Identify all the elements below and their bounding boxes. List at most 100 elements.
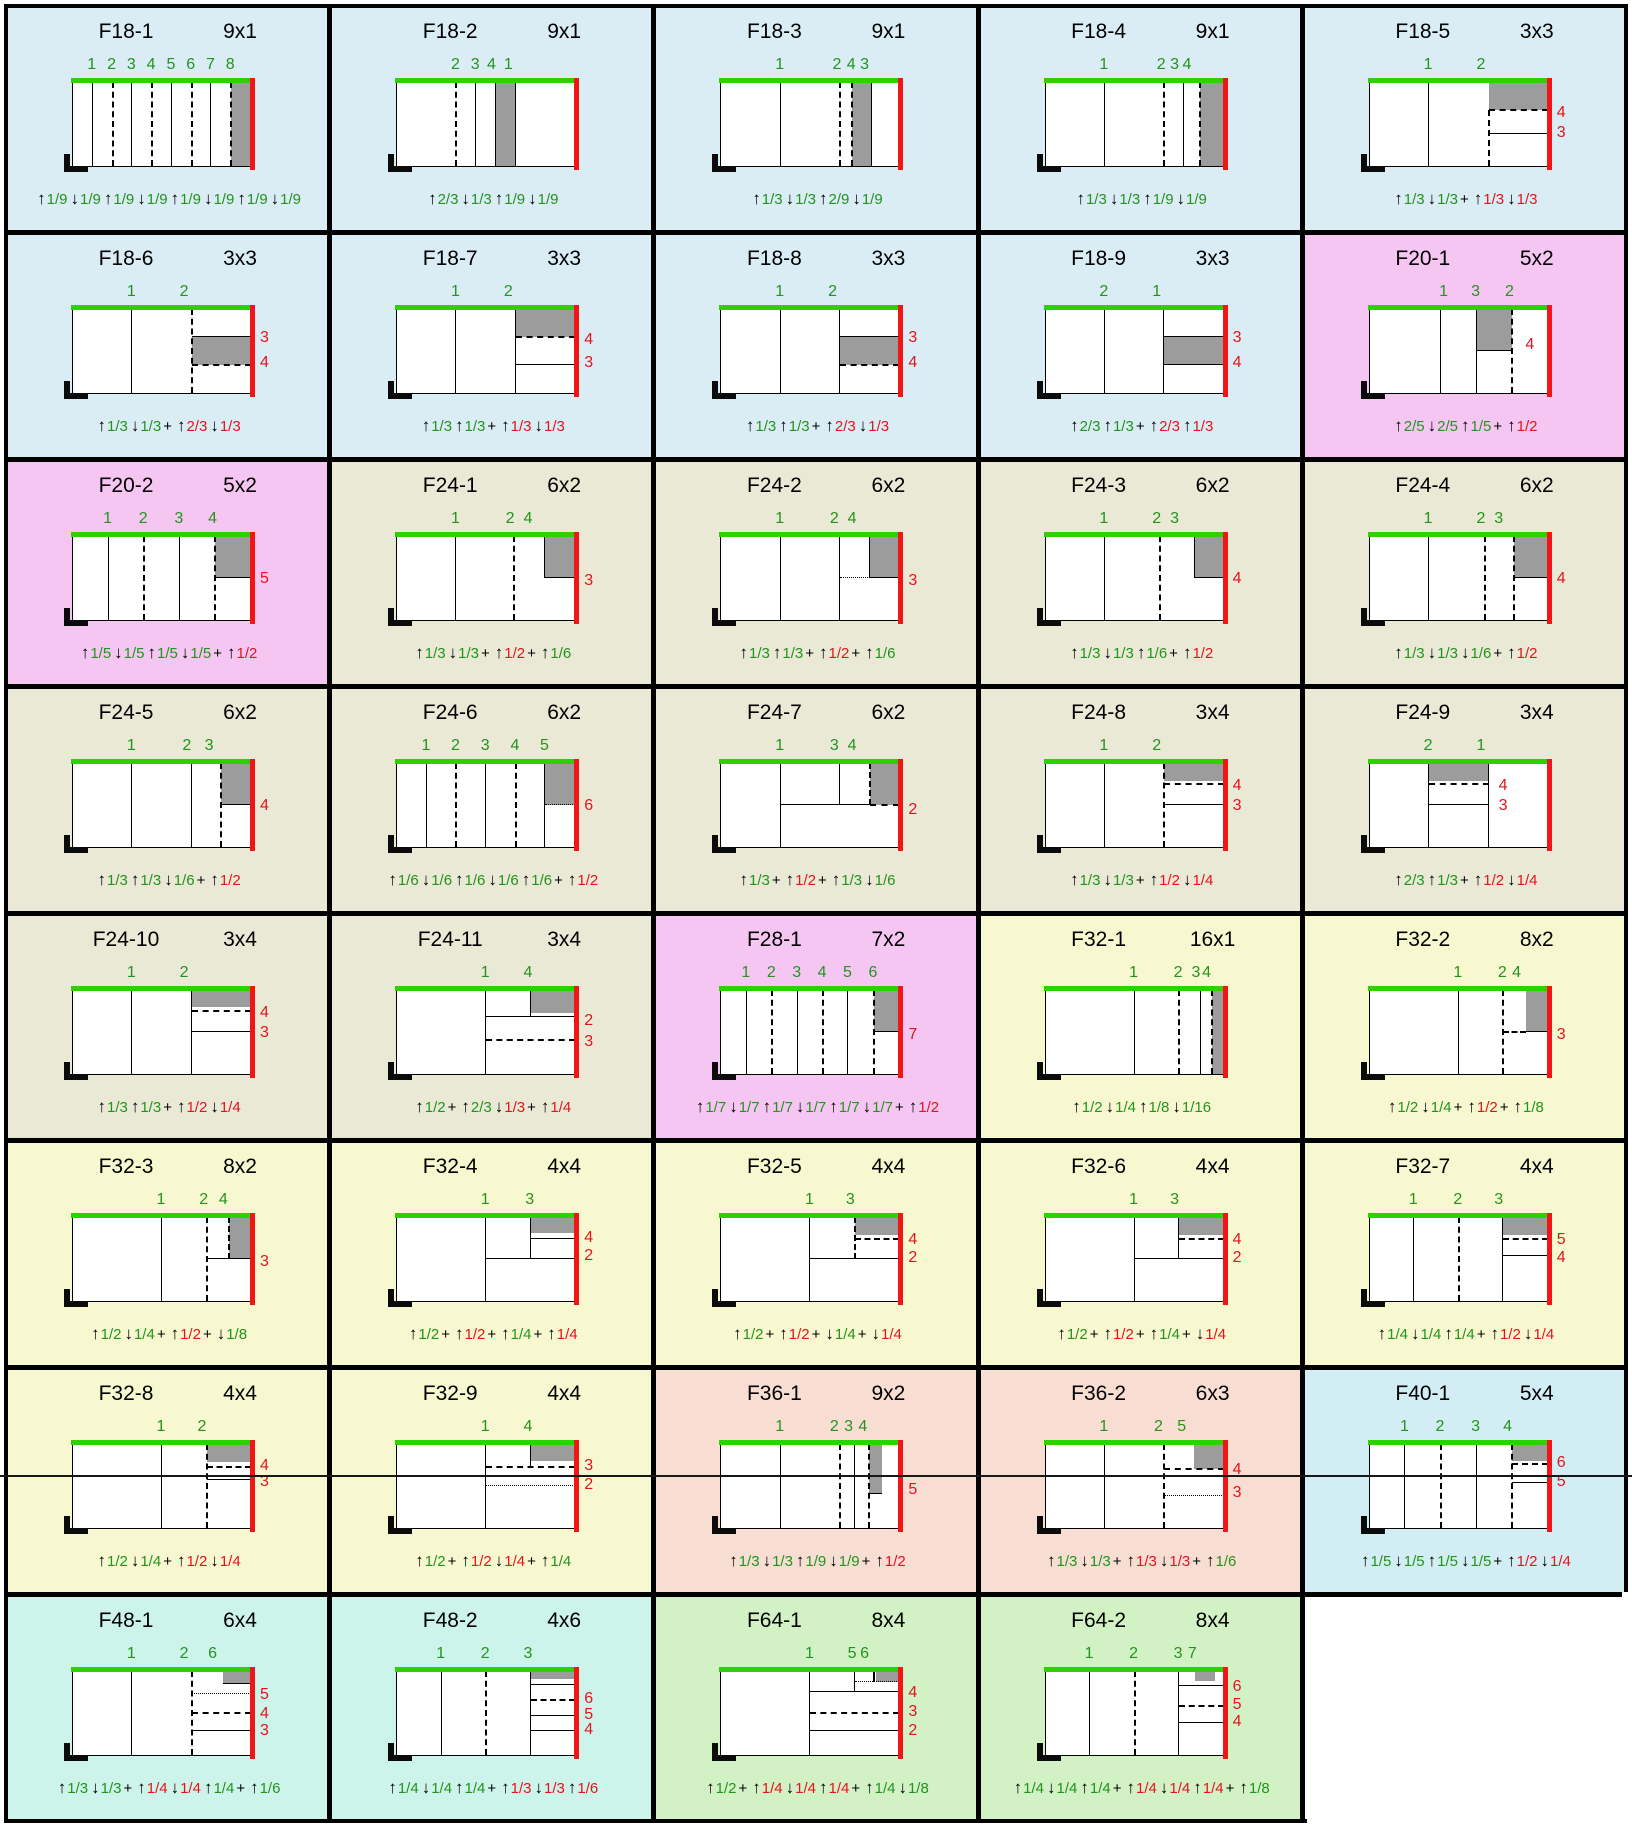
fold-arrow-icon: ↑ bbox=[1394, 189, 1403, 208]
crease-line-vertical bbox=[822, 990, 825, 1074]
fold-fraction-label: 1/4 bbox=[550, 1098, 572, 1116]
fold-fraction-label: 1/3 bbox=[458, 644, 480, 662]
crease-line-vertical bbox=[1103, 536, 1105, 620]
corner-mark-icon bbox=[1036, 1062, 1043, 1080]
diagram-card-F24-1: F24-1 6x2 1 2 4 3 ↑ 1/3 ↓ 1/3 + ↑ 1/2 + ↑ 1/6 bbox=[332, 462, 652, 684]
crease-line-vertical bbox=[1178, 1217, 1180, 1259]
fold-arrow-icon: ↓ bbox=[534, 1778, 544, 1797]
green-edge-line bbox=[395, 78, 579, 83]
crease-line-horizontal bbox=[530, 1729, 576, 1731]
crease-line-vertical bbox=[495, 82, 497, 166]
fold-fraction-label: 1/9 bbox=[537, 190, 559, 208]
fold-fraction-label: 1/3 bbox=[1403, 644, 1425, 662]
green-edge-line bbox=[395, 986, 579, 991]
fold-sequence-caption: ↑ 1/2 + ↑ 2/3 ↓ 1/3 + ↑ 1/4 bbox=[332, 1094, 651, 1120]
right-number-label: 4 bbox=[584, 1721, 594, 1739]
shaded-strip bbox=[222, 1671, 251, 1684]
plus-sign: + bbox=[1135, 1325, 1145, 1343]
shaded-strip bbox=[1179, 1217, 1224, 1236]
fold-fraction-label: 1/4 bbox=[1136, 1779, 1157, 1797]
fold-arrow-icon: ↑ bbox=[818, 643, 828, 662]
fold-fraction-label: 1/6 bbox=[577, 1779, 599, 1797]
fold-arrow-icon: ↓ bbox=[729, 1097, 738, 1116]
segment-number-label: 1 bbox=[775, 56, 785, 73]
fold-arrow-icon: ↓ bbox=[862, 1097, 872, 1116]
right-number-label: 3 bbox=[260, 1023, 269, 1041]
card-size: 6x2 bbox=[871, 701, 906, 724]
fold-arrow-icon: ↑ bbox=[752, 189, 761, 208]
fold-fraction-label: 2/3 bbox=[186, 417, 208, 435]
fold-fraction-label: 1/2 bbox=[1066, 1325, 1088, 1343]
fold-arrow-icon: ↑ bbox=[567, 1778, 577, 1797]
fold-arrow-icon: ↑ bbox=[1444, 1324, 1453, 1343]
segment-number-label: 2 bbox=[197, 1418, 207, 1435]
corner-mark-icon bbox=[1036, 1289, 1043, 1307]
fold-arrow-icon: ↓ bbox=[762, 1551, 772, 1570]
crease-line-horizontal bbox=[810, 1258, 900, 1259]
right-number-label: 5 bbox=[584, 1706, 594, 1724]
corner-mark-icon bbox=[712, 608, 719, 626]
fold-arrow-icon: ↑ bbox=[428, 189, 437, 208]
right-number-label: 4 bbox=[1232, 1713, 1242, 1731]
fold-fraction-label: 1/2 bbox=[1516, 1552, 1538, 1570]
card-size: 6x4 bbox=[223, 1609, 257, 1632]
fold-fraction-label: 1/2 bbox=[106, 1552, 128, 1570]
fold-arrow-icon: ↓ bbox=[488, 870, 497, 889]
segment-number-label: 5 bbox=[847, 1645, 857, 1662]
corner-mark-icon bbox=[64, 835, 70, 853]
segment-number-label: 4 bbox=[858, 1418, 868, 1435]
crease-line-vertical bbox=[1178, 1671, 1180, 1755]
plus-sign: + bbox=[236, 1779, 246, 1797]
fold-fraction-label: 1/5 bbox=[1470, 417, 1492, 435]
fold-arrow-icon: ↑ bbox=[1394, 870, 1403, 889]
shaded-strip bbox=[1195, 536, 1224, 578]
fold-arrow-icon: ↑ bbox=[1507, 416, 1516, 435]
right-number-label: 3 bbox=[584, 572, 594, 590]
fold-arrow-icon: ↑ bbox=[547, 1324, 556, 1343]
segment-number-label: 1 bbox=[126, 1645, 136, 1662]
fold-arrow-icon: ↓ bbox=[1103, 870, 1112, 889]
segment-number-label: 6 bbox=[860, 1645, 870, 1662]
plus-sign: + bbox=[1169, 644, 1178, 662]
segment-number-label: 1 bbox=[126, 737, 136, 754]
right-number-label: 3 bbox=[908, 1703, 918, 1720]
fold-arrow-icon: ↑ bbox=[57, 1778, 67, 1797]
crease-line-vertical bbox=[839, 536, 841, 620]
fold-arrow-icon: ↑ bbox=[1143, 189, 1152, 208]
crease-line-horizontal bbox=[1164, 1468, 1224, 1471]
shaded-strip bbox=[852, 82, 872, 166]
plus-sign: + bbox=[1460, 871, 1469, 889]
fold-arrow-icon: ↑ bbox=[1387, 1097, 1397, 1116]
crease-line-vertical bbox=[544, 536, 546, 578]
crease-line-vertical bbox=[779, 763, 781, 847]
red-edge-line bbox=[1222, 1213, 1228, 1305]
fold-arrow-icon: ↓ bbox=[216, 1324, 226, 1343]
fold-fraction-label: 1/7 bbox=[838, 1098, 860, 1116]
card-size: 9x2 bbox=[871, 1382, 906, 1405]
fold-arrow-icon: ↑ bbox=[494, 189, 504, 208]
plus-sign: + bbox=[817, 871, 827, 889]
segment-number-label: 3 bbox=[1471, 1418, 1481, 1435]
red-edge-line bbox=[574, 78, 580, 170]
crease-line-vertical bbox=[779, 536, 781, 620]
fold-fraction-label: 1/3 bbox=[431, 417, 453, 435]
crease-line-vertical bbox=[839, 82, 842, 166]
shaded-strip bbox=[1525, 990, 1548, 1032]
fold-sequence-caption: ↑ 1/3 ↓ 1/3 ↑ 1/9 ↓ 1/9 bbox=[981, 186, 1300, 212]
crease-line-vertical bbox=[1502, 1217, 1504, 1301]
crease-line-horizontal bbox=[869, 1493, 883, 1495]
fold-arrow-icon: ↑ bbox=[1473, 189, 1483, 208]
red-edge-line bbox=[1546, 759, 1552, 851]
right-number-label: 4 bbox=[260, 796, 269, 814]
diagram-card-F36-2: F36-2 6x3 1 2 5 4 3 ↑ 1/3 ↓ 1/3 + ↑ 1/3 ↓ 1/3 + ↑ 1/6 bbox=[980, 1370, 1300, 1592]
corner-mark-icon bbox=[1036, 847, 1061, 853]
fold-fraction-label: 1/9 bbox=[805, 1552, 827, 1570]
right-number-label: 2 bbox=[1232, 1249, 1242, 1266]
card-size: 9x1 bbox=[547, 20, 582, 43]
crease-line-vertical bbox=[1428, 82, 1430, 166]
segment-number-label: 3 bbox=[1173, 1645, 1183, 1662]
fold-arrow-icon: ↓ bbox=[1047, 1778, 1056, 1797]
